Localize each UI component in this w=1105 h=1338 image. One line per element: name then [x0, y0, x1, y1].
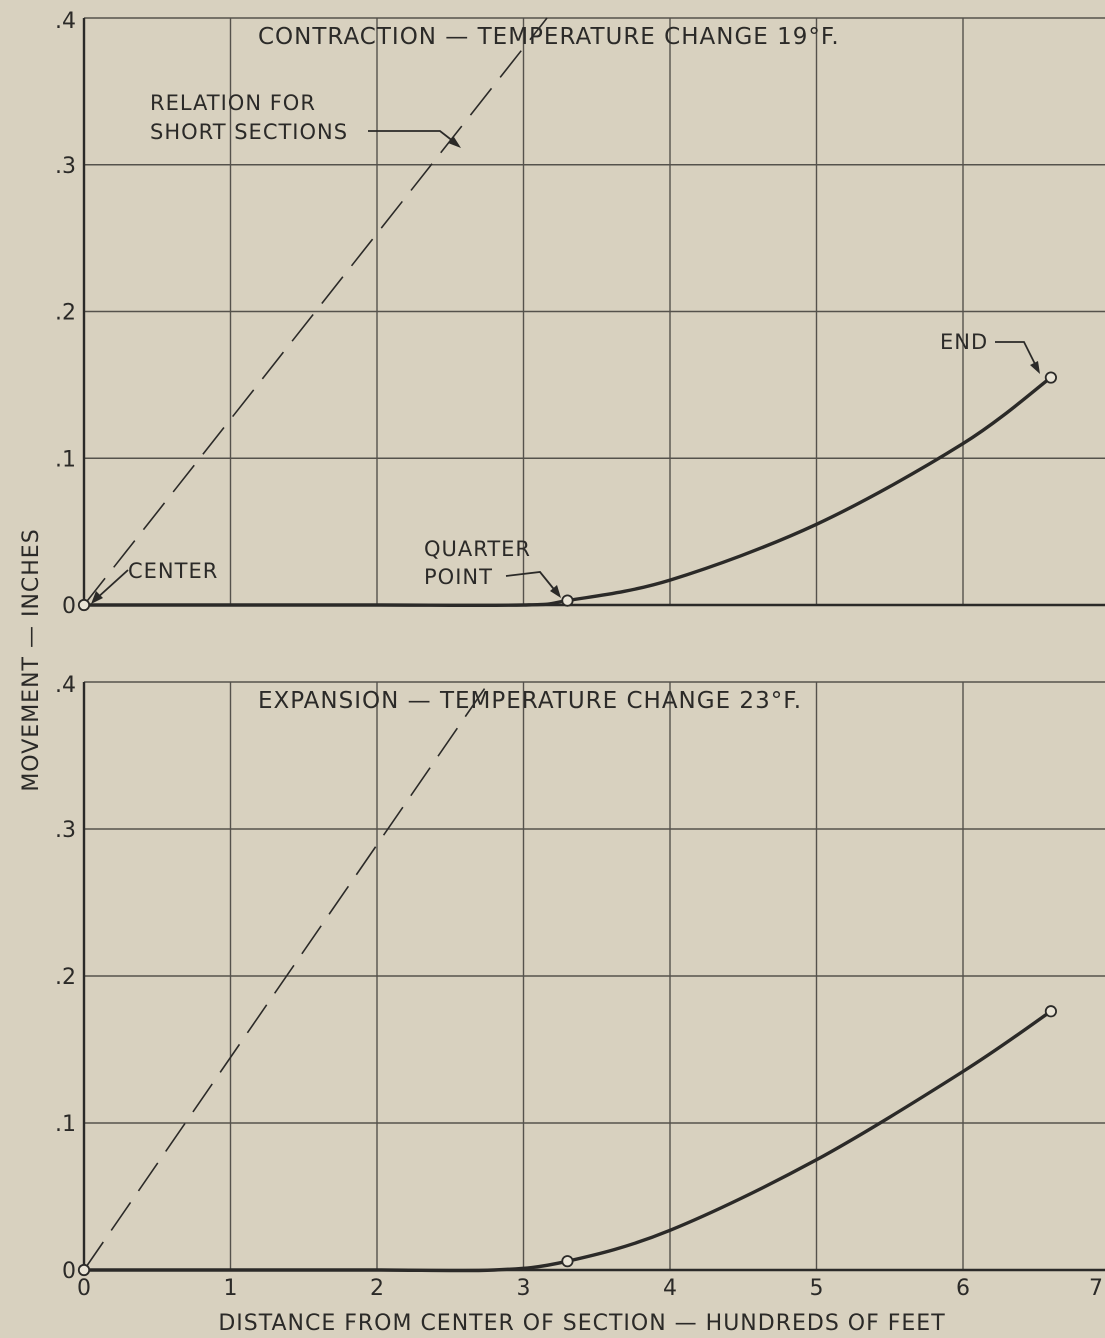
quarter-point-leader — [505, 571, 558, 594]
expansion-markers — [77, 1005, 1058, 1277]
contraction-annotations: RELATION FOR SHORT SECTIONS CENTER QUART… — [91, 91, 1040, 604]
x-tick-label-7: 7 — [1089, 1276, 1103, 1301]
expansion-y-ticks: 0 .1 .2 .3 .4 — [55, 673, 76, 1284]
point-marker-2 — [1044, 1005, 1058, 1018]
short-sections-arrowhead — [448, 137, 461, 148]
x-tick-label-2: 2 — [370, 1276, 384, 1301]
contraction-y-ticks: 0 .1 .2 .3 .4 — [55, 9, 76, 619]
short-sections-leader — [368, 130, 459, 146]
contraction-markers — [77, 371, 1058, 612]
center-label: CENTER — [128, 559, 218, 583]
quarter-point-label-line2: POINT — [424, 565, 493, 589]
x-axis-label: DISTANCE FROM CENTER OF SECTION — HUNDRE… — [218, 1311, 945, 1336]
y-tick-label-4: .4 — [55, 673, 76, 698]
short-sections-label-line2: SHORT SECTIONS — [150, 120, 348, 144]
point-marker-2 — [1044, 371, 1058, 384]
center-leader — [95, 569, 129, 600]
x-tick-label-3: 3 — [517, 1276, 531, 1301]
y-tick-label-0: 0 — [62, 594, 76, 619]
movement-curve — [82, 375, 1053, 608]
y-tick-label-2: .2 — [55, 965, 76, 990]
contraction-panel: 0 .1 .2 .3 .4 CONTRACTION — TEMPERATURE CHAN… — [55, 9, 1105, 619]
point-marker-0 — [77, 1263, 91, 1277]
y-tick-label-2: .2 — [55, 301, 76, 326]
expansion-panel-title: EXPANSION — TEMPERATURE CHANGE 23°F. — [258, 688, 802, 714]
x-tick-label-6: 6 — [956, 1276, 970, 1301]
y-tick-label-3: .3 — [55, 154, 76, 179]
y-axis-label: MOVEMENT — INCHES — [19, 528, 44, 791]
x-tick-label-1: 1 — [224, 1276, 238, 1301]
x-tick-labels: 0 1 2 3 4 5 6 7 — [77, 1276, 1103, 1301]
short-sections-dashed-line — [83, 681, 490, 1271]
point-marker-1 — [561, 1255, 574, 1268]
end-label: END — [940, 330, 988, 354]
point-marker-1 — [561, 594, 574, 607]
x-tick-label-0: 0 — [77, 1276, 91, 1301]
y-tick-label-1: .1 — [55, 447, 76, 472]
contraction-grid — [84, 17, 1105, 605]
quarter-point-label-line1: QUARTER — [424, 537, 531, 561]
expansion-panel: 0 .1 .2 .3 .4 EXPANSION — TEMPERATURE CHANGE… — [55, 673, 1105, 1284]
contraction-panel-title: CONTRACTION — TEMPERATURE CHANGE 19°F. — [258, 24, 840, 50]
point-marker-0 — [77, 598, 91, 612]
y-tick-label-0: 0 — [62, 1259, 76, 1284]
quarter-point-arrowhead — [550, 585, 561, 598]
y-tick-label-3: .3 — [55, 818, 76, 843]
expansion-grid — [84, 681, 1105, 1270]
short-sections-label-line1: RELATION FOR — [150, 91, 316, 115]
end-leader — [995, 341, 1038, 369]
movement-curve — [82, 1009, 1053, 1273]
end-arrowhead — [1030, 361, 1040, 374]
y-tick-label-1: .1 — [55, 1112, 76, 1137]
center-arrowhead — [91, 591, 103, 604]
short-sections-dashed-line — [83, 17, 548, 606]
y-tick-label-4: .4 — [55, 9, 76, 34]
x-tick-label-5: 5 — [810, 1276, 824, 1301]
x-tick-label-4: 4 — [663, 1276, 677, 1301]
